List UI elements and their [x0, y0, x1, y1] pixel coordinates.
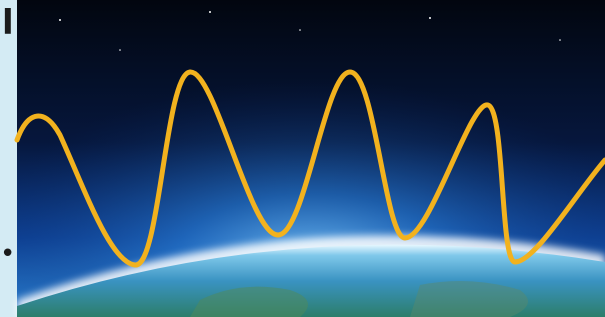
slide: l •: [0, 0, 605, 317]
heading-fragment: l: [2, 3, 14, 43]
photo: [17, 0, 605, 317]
bullet: •: [0, 239, 15, 269]
page: l • (() => { const data = JSON.parse(doc…: [0, 0, 605, 317]
